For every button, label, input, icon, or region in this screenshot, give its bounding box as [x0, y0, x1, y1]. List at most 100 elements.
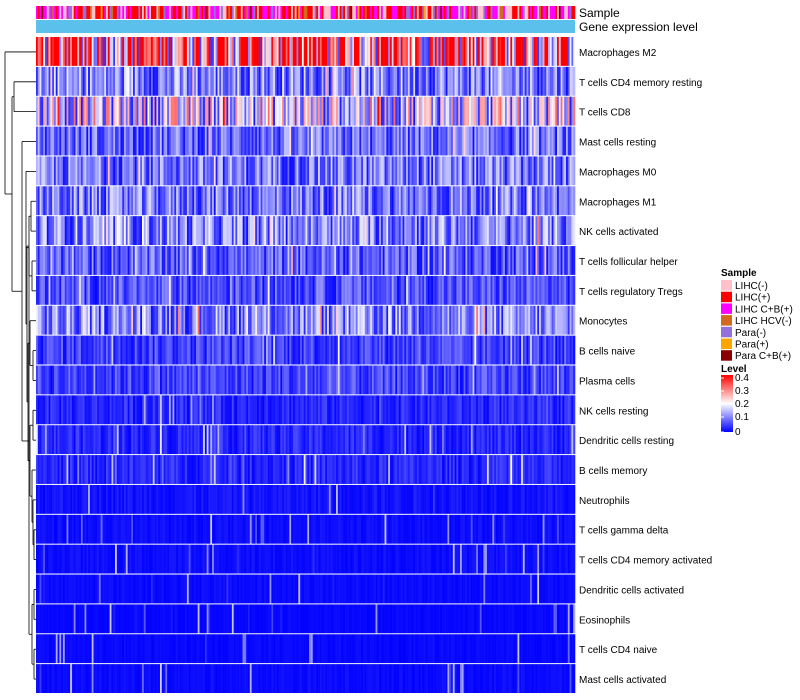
- heatmap-cell: [443, 455, 446, 484]
- heatmap-cell: [573, 365, 576, 395]
- heatmap-cell: [278, 425, 281, 455]
- heatmap-cell: [118, 395, 121, 425]
- heatmap-cell: [366, 275, 369, 305]
- heatmap-cell: [292, 275, 296, 305]
- heatmap-cell: [102, 335, 105, 365]
- heatmap-cell: [521, 365, 524, 395]
- heatmap-cell: [456, 216, 459, 246]
- heatmap-cell: [113, 96, 116, 126]
- heatmap-cell: [237, 96, 240, 126]
- heatmap-cell: [402, 96, 405, 126]
- heatmap-cell: [474, 275, 477, 305]
- heatmap-cell: [82, 275, 85, 305]
- heatmap-cell: [339, 66, 342, 96]
- heatmap-cell: [265, 96, 269, 126]
- heatmap-cell: [199, 455, 202, 484]
- heatmap-cell: [456, 425, 459, 455]
- sample-cell: [327, 6, 330, 19]
- heatmap-cell: [508, 216, 511, 246]
- heatmap-cell: [50, 156, 53, 186]
- heatmap-cell: [345, 96, 348, 126]
- heatmap-cell: [566, 37, 569, 66]
- heatmap-cell: [445, 96, 448, 126]
- heatmap-cell: [337, 246, 340, 275]
- sample-cell: [494, 6, 497, 19]
- heatmap-cell: [537, 66, 540, 96]
- heatmap-cell: [249, 395, 252, 425]
- heatmap-cell: [278, 66, 281, 96]
- heatmap-cell: [66, 216, 69, 246]
- heatmap-cell: [226, 96, 229, 126]
- heatmap-cell: [389, 365, 393, 395]
- heatmap-cell: [199, 126, 202, 156]
- heatmap-cell: [427, 37, 430, 66]
- heatmap-cell: [460, 395, 463, 425]
- heatmap-cell: [154, 126, 157, 156]
- heatmap-cell: [61, 186, 64, 216]
- heatmap-cell: [183, 455, 186, 484]
- heatmap-cell: [346, 66, 349, 96]
- heatmap-cell: [402, 216, 405, 246]
- heatmap-cell: [168, 305, 172, 335]
- heatmap-cell: [316, 66, 319, 96]
- heatmap-cell: [567, 246, 570, 275]
- heatmap-cell: [181, 216, 184, 246]
- heatmap-cell: [79, 275, 82, 305]
- heatmap-cell: [122, 365, 125, 395]
- heatmap-cell: [177, 246, 181, 275]
- heatmap-cell: [355, 246, 358, 275]
- heatmap-cell: [109, 66, 112, 96]
- heatmap-cell: [397, 96, 400, 126]
- heatmap-cell: [425, 186, 428, 216]
- heatmap-cell: [237, 275, 240, 305]
- heatmap-cell: [133, 66, 136, 96]
- heatmap-row: [36, 395, 576, 425]
- heatmap-cell: [125, 275, 128, 305]
- heatmap-cell: [131, 484, 134, 514]
- heatmap-cell: [434, 455, 437, 484]
- heatmap-cell: [239, 275, 242, 305]
- heatmap-cell: [303, 186, 306, 216]
- heatmap-cell: [62, 335, 66, 365]
- heatmap-cell: [553, 186, 556, 216]
- heatmap-row: [36, 66, 576, 96]
- heatmap-cell: [262, 335, 265, 365]
- heatmap-cell: [98, 66, 101, 96]
- heatmap-cell: [111, 365, 114, 395]
- heatmap-cell: [109, 96, 112, 126]
- heatmap-cell: [107, 246, 110, 275]
- sample-cell: [504, 6, 508, 19]
- heatmap-cell: [424, 96, 427, 126]
- heatmap-cell: [379, 126, 382, 156]
- heatmap-cell: [413, 305, 416, 335]
- heatmap-cell: [442, 186, 445, 216]
- heatmap-cell: [82, 305, 85, 335]
- heatmap-cell: [567, 335, 570, 365]
- heatmap-cell: [264, 246, 267, 275]
- heatmap-cell: [163, 395, 166, 425]
- sample-cell: [418, 6, 421, 19]
- heatmap-cell: [535, 37, 538, 66]
- heatmap-cell: [235, 216, 238, 246]
- heatmap-cell: [557, 66, 560, 96]
- sample-cell: [170, 6, 173, 19]
- heatmap-cell: [221, 484, 224, 514]
- heatmap-cell: [327, 365, 330, 395]
- heatmap-cell: [494, 305, 497, 335]
- heatmap-cell: [492, 275, 495, 305]
- heatmap-cell: [174, 246, 177, 275]
- heatmap-cell: [397, 156, 400, 186]
- heatmap-cell: [228, 425, 231, 455]
- heatmap-cell: [251, 335, 254, 365]
- heatmap-cell: [206, 275, 209, 305]
- heatmap-cell: [158, 66, 161, 96]
- heatmap-cell: [55, 395, 58, 425]
- heatmap-cell: [217, 246, 220, 275]
- heatmap-cell: [524, 425, 527, 455]
- heatmap-cell: [415, 246, 418, 275]
- heatmap-cell: [255, 305, 258, 335]
- heatmap-cell: [388, 335, 391, 365]
- heatmap-cell: [384, 186, 387, 216]
- heatmap-cell: [551, 425, 554, 455]
- heatmap-cell: [510, 365, 513, 395]
